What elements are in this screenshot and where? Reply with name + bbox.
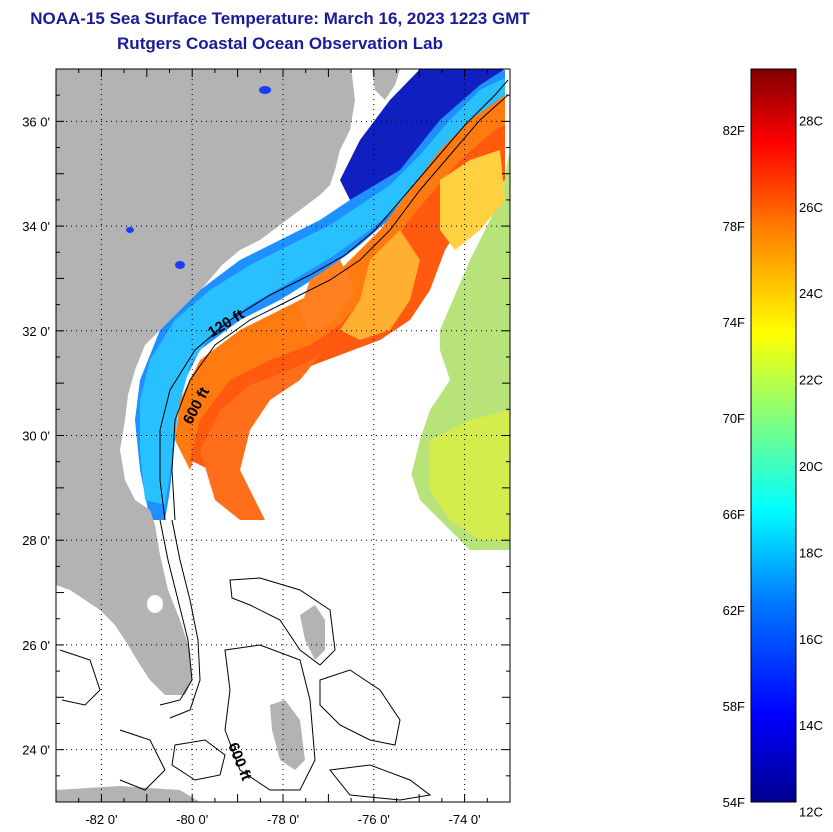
lat-label: 24 0' [22,743,50,758]
longitude-labels: -82 0' -80 0' -78 0' -76 0' -74 0' [85,812,480,827]
map-subtitle: Rutgers Coastal Ocean Observation Lab [117,34,443,53]
latitude-labels: 36 0' 34 0' 32 0' 30 0' 28 0' 26 0' 24 0' [22,114,50,757]
lon-label: -78 0' [267,812,299,827]
lat-label: 28 0' [22,533,50,548]
colorbar-fahrenheit-labels: 82F 78F 74F 70F 66F 62F 58F 54F [723,123,745,810]
colorbar-c-label: 28C [799,113,823,128]
colorbar-f-label: 62F [723,603,745,618]
colorbar [750,68,797,803]
lat-label: 36 0' [22,114,50,129]
colorbar-c-label: 22C [799,373,823,388]
lat-label: 32 0' [22,324,50,339]
colorbar-c-label: 12C [799,805,823,820]
lon-label: -74 0' [449,812,481,827]
colorbar-c-label: 26C [799,200,823,215]
colorbar-c-label: 20C [799,459,823,474]
axis-ticks [55,68,511,803]
colorbar-celsius-labels: 28C 26C 24C 22C 20C 18C 16C 14C 12C [799,113,823,819]
colorbar-f-label: 70F [723,411,745,426]
lat-label: 26 0' [22,638,50,653]
lat-label: 34 0' [22,219,50,234]
lon-label: -82 0' [85,812,117,827]
colorbar-c-label: 16C [799,632,823,647]
lat-label: 30 0' [22,429,50,444]
colorbar-f-label: 82F [723,123,745,138]
colorbar-f-label: 74F [723,315,745,330]
map-grid [56,69,510,802]
colorbar-c-label: 18C [799,545,823,560]
land-layer [56,69,400,802]
colorbar-c-label: 24C [799,286,823,301]
lon-label: -76 0' [358,812,390,827]
colorbar-f-label: 54F [723,795,745,810]
colorbar-f-label: 78F [723,219,745,234]
colorbar-f-label: 66F [723,507,745,522]
colorbar-c-label: 14C [799,718,823,733]
map-title: NOAA-15 Sea Surface Temperature: March 1… [30,9,530,28]
bathymetry-contours [59,79,509,801]
colorbar-f-label: 58F [723,699,745,714]
lon-label: -80 0' [176,812,208,827]
